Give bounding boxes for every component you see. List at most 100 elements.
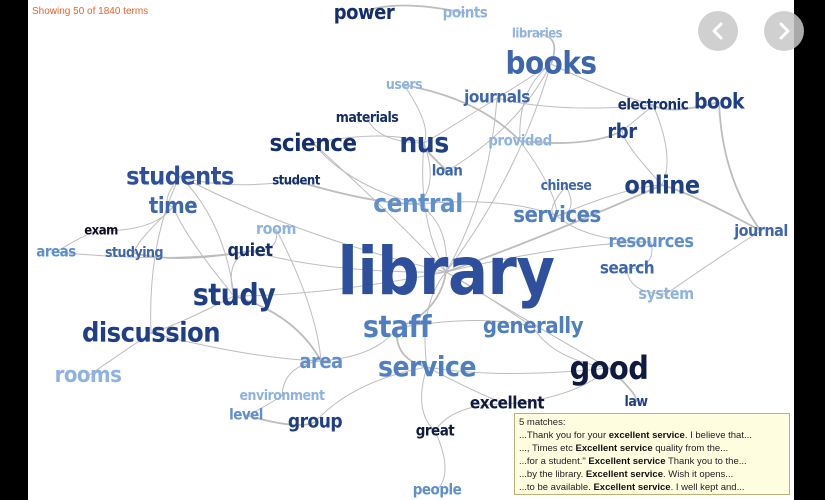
term-search[interactable]: search — [599, 258, 655, 279]
edge-power-points — [363, 4, 466, 14]
matches-tooltip: 5 matches: ...Thank you for your excelle… — [514, 413, 790, 495]
match-suffix: . Wish it opens... — [663, 469, 734, 480]
term-study[interactable]: study — [192, 278, 276, 313]
term-system[interactable]: system — [638, 284, 694, 303]
edge-environment-level — [245, 395, 283, 416]
edge-time-studying — [133, 206, 174, 254]
edge-library-resources — [445, 241, 652, 273]
match-highlight: excellent service — [608, 430, 685, 441]
term-area[interactable]: area — [299, 349, 343, 373]
term-law[interactable]: law — [624, 394, 648, 410]
edge-books-electronic — [550, 63, 654, 106]
match-highlight: Excellent service — [593, 482, 671, 493]
match-prefix: ...for a student." — [519, 456, 589, 467]
edge-search-system — [626, 268, 667, 295]
next-button[interactable] — [764, 11, 804, 51]
term-users[interactable]: users — [385, 77, 423, 93]
term-room[interactable]: room — [256, 219, 296, 238]
term-exam[interactable]: exam — [84, 223, 118, 239]
edge-library-staff — [396, 271, 447, 329]
edge-level-group — [245, 414, 316, 426]
match-highlight: Excellent service — [588, 456, 666, 467]
term-student[interactable]: student — [272, 173, 320, 189]
previous-button[interactable] — [698, 11, 738, 51]
term-people[interactable]: people — [412, 480, 462, 499]
term-loan[interactable]: loan — [431, 161, 463, 180]
term-central[interactable]: central — [373, 189, 463, 219]
edge-science-nus — [312, 135, 425, 144]
term-journals[interactable]: journals — [464, 87, 530, 108]
term-service[interactable]: service — [377, 350, 477, 383]
edge-discussion-rooms — [87, 332, 152, 377]
edge-exam-areas — [55, 230, 102, 253]
term-quiet[interactable]: quiet — [227, 240, 273, 261]
edge-study-area — [233, 295, 322, 362]
edge-discussion-area — [150, 332, 322, 362]
term-rooms[interactable]: rooms — [54, 363, 122, 388]
edge-books-loan — [446, 63, 552, 172]
edge-time-exam — [100, 206, 174, 232]
term-group[interactable]: group — [287, 410, 343, 433]
edge-library-books — [445, 63, 552, 273]
edge-library-science — [312, 142, 447, 273]
term-library[interactable]: library — [337, 233, 555, 310]
edge-service-great — [421, 366, 436, 432]
term-services[interactable]: services — [513, 203, 601, 228]
match-highlight: Excellent service — [585, 469, 663, 480]
term-electronic[interactable]: electronic — [617, 95, 689, 114]
edge-excellent-great — [434, 403, 508, 432]
edge-nus-users — [403, 84, 427, 144]
chevron-left-icon — [712, 22, 723, 40]
tooltip-match-line: ...Thank you for your excellent service.… — [519, 429, 785, 442]
edge-central-services — [417, 201, 558, 217]
edge-library-generally — [445, 271, 534, 328]
match-suffix: Thank you to the... — [665, 456, 747, 467]
match-prefix: ..., Times etc — [519, 443, 576, 454]
term-resources[interactable]: resources — [608, 231, 695, 252]
term-nus[interactable]: nus — [399, 126, 449, 159]
term-staff[interactable]: staff — [362, 310, 432, 345]
term-power[interactable]: power — [333, 0, 395, 24]
term-good[interactable]: good — [569, 349, 649, 387]
term-generally[interactable]: generally — [482, 314, 584, 339]
term-books[interactable]: books — [505, 45, 597, 82]
edge-library-service — [424, 271, 447, 368]
term-network-canvas[interactable]: Showing 50 of 1840 terms library books pow… — [28, 0, 794, 500]
term-level[interactable]: level — [229, 405, 263, 424]
tooltip-header: 5 matches: — [519, 417, 566, 428]
term-materials[interactable]: materials — [335, 110, 399, 126]
edge-books-journals — [496, 63, 552, 99]
match-highlight: Excellent service — [575, 443, 653, 454]
term-journal[interactable]: journal — [734, 221, 788, 240]
term-science[interactable]: science — [269, 129, 357, 157]
edge-students-discussion — [150, 175, 181, 334]
term-studying[interactable]: studying — [104, 245, 164, 261]
tooltip-match-line: ...to be available. Excellent service. I… — [519, 481, 785, 494]
term-provided[interactable]: provided — [488, 131, 552, 150]
edge-great-people — [434, 430, 446, 491]
match-prefix: ...to be available. — [519, 482, 594, 493]
edge-library-nus — [422, 142, 447, 273]
term-great[interactable]: great — [415, 421, 455, 440]
edge-staff-service — [395, 327, 428, 368]
term-students[interactable]: students — [126, 161, 234, 191]
edge-area-environment — [281, 360, 322, 397]
term-book[interactable]: book — [693, 89, 745, 114]
edge-electronic-online — [652, 104, 668, 186]
term-libraries[interactable]: libraries — [511, 26, 563, 42]
term-rbr[interactable]: rbr — [607, 119, 637, 143]
edge-service-excellent — [426, 366, 508, 405]
term-count-status: Showing 50 of 1840 terms — [32, 6, 149, 17]
term-chinese[interactable]: chinese — [540, 178, 592, 194]
term-online[interactable]: online — [624, 170, 700, 200]
term-environment[interactable]: environment — [239, 388, 325, 404]
term-time[interactable]: time — [148, 194, 198, 219]
term-areas[interactable]: areas — [36, 242, 76, 261]
match-suffix: quality from the... — [652, 443, 729, 454]
edge-library-online — [445, 184, 663, 273]
edge-books-libraries — [536, 33, 556, 65]
term-discussion[interactable]: discussion — [81, 317, 221, 349]
term-excellent[interactable]: excellent — [469, 393, 545, 414]
term-points[interactable]: points — [442, 3, 488, 22]
edge-nus-loan — [422, 142, 448, 172]
